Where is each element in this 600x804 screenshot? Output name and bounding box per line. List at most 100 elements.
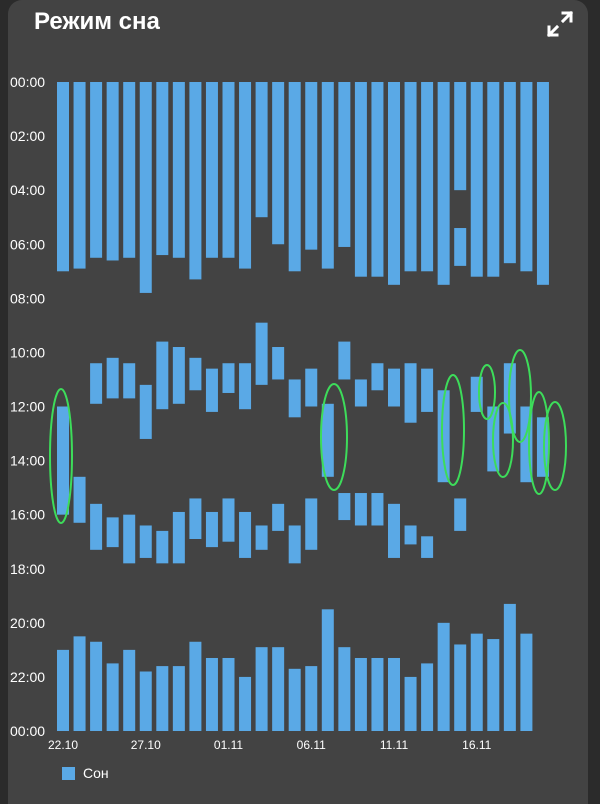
sleep-bar[interactable] <box>139 525 152 558</box>
sleep-bar[interactable] <box>437 622 450 731</box>
sleep-bar[interactable] <box>454 498 467 531</box>
sleep-bar[interactable] <box>255 647 268 731</box>
sleep-bar[interactable] <box>404 676 417 731</box>
sleep-bar[interactable] <box>57 82 69 272</box>
sleep-bar[interactable] <box>354 493 367 526</box>
sleep-bar[interactable] <box>90 641 103 731</box>
sleep-bar[interactable] <box>338 341 351 380</box>
sleep-bar[interactable] <box>305 498 318 550</box>
sleep-bar[interactable] <box>90 363 103 404</box>
sleep-bar[interactable] <box>305 82 318 250</box>
sleep-bar[interactable] <box>354 82 367 277</box>
sleep-bar[interactable] <box>288 82 301 272</box>
sleep-bar[interactable] <box>288 525 301 564</box>
sleep-bar[interactable] <box>470 633 483 731</box>
sleep-bar[interactable] <box>73 636 86 731</box>
sleep-bar[interactable] <box>421 368 434 412</box>
sleep-bar[interactable] <box>189 357 202 391</box>
sleep-bar[interactable] <box>354 379 367 407</box>
sleep-bar[interactable] <box>536 417 549 477</box>
legend[interactable]: Сон <box>62 765 109 781</box>
sleep-bar[interactable] <box>57 406 69 515</box>
sleep-bar[interactable] <box>255 525 268 550</box>
sleep-bar[interactable] <box>520 633 533 731</box>
sleep-bar[interactable] <box>172 82 185 258</box>
sleep-bar[interactable] <box>139 384 152 439</box>
sleep-bar[interactable] <box>106 357 119 399</box>
sleep-bar[interactable] <box>73 476 86 523</box>
sleep-bar[interactable] <box>222 82 235 258</box>
sleep-bar[interactable] <box>156 530 169 564</box>
sleep-bar[interactable] <box>106 663 119 731</box>
sleep-bar[interactable] <box>288 379 301 418</box>
sleep-bar[interactable] <box>536 82 549 285</box>
sleep-bar[interactable] <box>189 82 202 280</box>
sleep-bar[interactable] <box>90 503 103 550</box>
sleep-bar[interactable] <box>222 498 235 542</box>
sleep-bar[interactable] <box>404 82 417 272</box>
sleep-bar[interactable] <box>272 647 285 731</box>
sleep-bar[interactable] <box>487 82 500 277</box>
sleep-bar[interactable] <box>172 511 185 564</box>
sleep-bar[interactable] <box>437 390 450 483</box>
sleep-bar[interactable] <box>205 368 218 412</box>
sleep-bar[interactable] <box>239 676 252 731</box>
sleep-bar[interactable] <box>222 657 235 731</box>
sleep-bar[interactable] <box>123 649 136 731</box>
sleep-bar[interactable] <box>172 666 185 731</box>
sleep-bar[interactable] <box>272 347 285 380</box>
sleep-bar[interactable] <box>156 82 169 256</box>
sleep-bar[interactable] <box>338 493 351 521</box>
sleep-bar[interactable] <box>503 82 516 264</box>
sleep-bar[interactable] <box>354 657 367 731</box>
sleep-bar[interactable] <box>338 82 351 247</box>
sleep-bar[interactable] <box>321 403 334 477</box>
sleep-bar[interactable] <box>321 609 334 731</box>
sleep-bar[interactable] <box>437 82 450 285</box>
sleep-bar[interactable] <box>454 644 467 731</box>
sleep-bar[interactable] <box>106 517 119 548</box>
sleep-bar[interactable] <box>371 363 384 391</box>
sleep-bar[interactable] <box>305 666 318 731</box>
sleep-bar[interactable] <box>139 671 152 731</box>
sleep-bar[interactable] <box>123 363 136 399</box>
sleep-bar[interactable] <box>404 363 417 423</box>
sleep-bar[interactable] <box>239 363 252 410</box>
sleep-bar[interactable] <box>189 641 202 731</box>
sleep-bar[interactable] <box>470 82 483 277</box>
sleep-bar[interactable] <box>123 82 136 258</box>
sleep-bar[interactable] <box>520 82 533 272</box>
sleep-bar[interactable] <box>454 82 467 191</box>
sleep-bar[interactable] <box>255 82 268 218</box>
expand-icon[interactable] <box>544 8 576 40</box>
sleep-bar[interactable] <box>388 82 400 285</box>
sleep-bar[interactable] <box>239 82 252 269</box>
sleep-bar[interactable] <box>454 228 467 266</box>
sleep-bar[interactable] <box>371 657 384 731</box>
sleep-bar[interactable] <box>321 82 334 269</box>
sleep-bar[interactable] <box>503 603 516 731</box>
sleep-bar[interactable] <box>156 666 169 731</box>
sleep-bar[interactable] <box>272 503 285 531</box>
sleep-bar[interactable] <box>421 82 434 272</box>
sleep-bar[interactable] <box>239 511 252 558</box>
sleep-bar[interactable] <box>73 82 86 269</box>
sleep-bar[interactable] <box>205 657 218 731</box>
sleep-bar[interactable] <box>156 341 169 410</box>
sleep-bar[interactable] <box>487 639 500 731</box>
sleep-bar[interactable] <box>421 663 434 731</box>
sleep-bar[interactable] <box>371 82 384 277</box>
sleep-bar[interactable] <box>388 503 400 558</box>
sleep-bar[interactable] <box>205 511 218 548</box>
sleep-bar[interactable] <box>90 82 103 258</box>
sleep-bar[interactable] <box>288 668 301 731</box>
sleep-bar[interactable] <box>106 82 119 261</box>
sleep-bar[interactable] <box>388 657 400 731</box>
sleep-bar[interactable] <box>139 82 152 293</box>
sleep-bar[interactable] <box>172 347 185 404</box>
sleep-bar[interactable] <box>371 493 384 526</box>
sleep-bar[interactable] <box>305 368 318 407</box>
sleep-bar[interactable] <box>404 525 417 545</box>
sleep-bar[interactable] <box>272 82 285 245</box>
sleep-bar[interactable] <box>189 498 202 540</box>
